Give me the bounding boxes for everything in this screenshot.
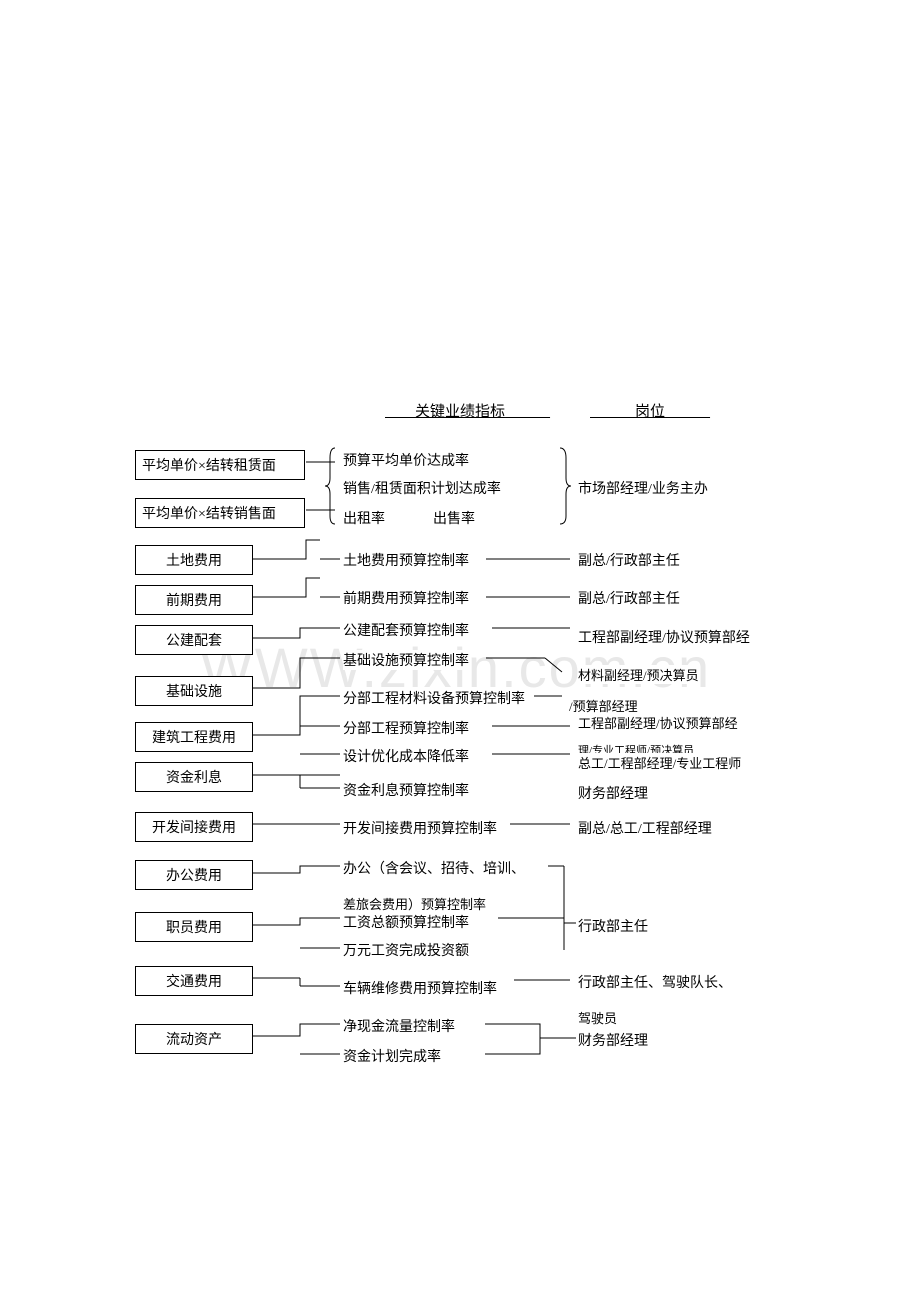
kpi-interest: 资金利息预算控制率 xyxy=(343,780,469,800)
kpi-land: 土地费用预算控制率 xyxy=(343,550,469,570)
box-indirect: 开发间接费用 xyxy=(135,812,253,842)
role-public: 工程部副经理/协议预算部经 xyxy=(578,627,750,647)
box-infra: 基础设施 xyxy=(135,676,253,706)
kpi-infra: 基础设施预算控制率 xyxy=(343,650,469,670)
kpi-office-b: 差旅会费用）预算控制率 xyxy=(343,894,486,913)
role-traffic: 行政部主任、驾驶队长、 xyxy=(578,972,732,992)
kpi-pre: 前期费用预算控制率 xyxy=(343,588,469,608)
box-construction: 建筑工程费用 xyxy=(135,722,253,752)
kpi-sub-eng: 分部工程预算控制率 xyxy=(343,718,469,738)
kpi-avg-price: 预算平均单价达成率 xyxy=(343,450,469,470)
kpi-design-opt: 设计优化成本降低率 xyxy=(343,746,469,766)
kpi-material: 分部工程材料设备预算控制率 xyxy=(343,688,525,708)
box-avg-rent: 平均单价×结转租赁面 xyxy=(135,450,305,480)
role-material: 材料副经理/预决算员 xyxy=(578,665,699,684)
box-interest: 资金利息 xyxy=(135,762,253,792)
role-interest: 财务部经理 xyxy=(578,783,648,803)
kpi-area-plan: 销售/租赁面积计划达成率 xyxy=(343,478,501,498)
box-avg-sale: 平均单价×结转销售面 xyxy=(135,498,305,528)
kpi-vehicle: 车辆维修费用预算控制率 xyxy=(343,978,497,998)
kpi-rent-rate: 出租率 xyxy=(343,508,385,528)
kpi-salary: 工资总额预算控制率 xyxy=(343,912,469,932)
kpi-salary-inv: 万元工资完成投资额 xyxy=(343,940,469,960)
box-staff: 职员费用 xyxy=(135,912,253,942)
role-design: 总工/工程部经理/专业工程师 xyxy=(578,753,741,772)
box-office: 办公费用 xyxy=(135,860,253,890)
box-land: 土地费用 xyxy=(135,545,253,575)
role-market: 市场部经理/业务主办 xyxy=(578,478,708,498)
kpi-sale-rate: 出售率 xyxy=(433,508,475,528)
kpi-public: 公建配套预算控制率 xyxy=(343,620,469,640)
box-public: 公建配套 xyxy=(135,625,253,655)
role-admin: 行政部主任 xyxy=(578,916,648,936)
role-traffic2: 驾驶员 xyxy=(578,1008,617,1027)
role-pre: 副总/行政部主任 xyxy=(578,588,680,608)
box-traffic: 交通费用 xyxy=(135,966,253,996)
role-finance: 财务部经理 xyxy=(578,1030,648,1050)
kpi-fundplan: 资金计划完成率 xyxy=(343,1046,441,1066)
kpi-cashflow: 净现金流量控制率 xyxy=(343,1016,455,1036)
box-pre: 前期费用 xyxy=(135,585,253,615)
box-liquid: 流动资产 xyxy=(135,1024,253,1054)
role-land: 副总/行政部主任 xyxy=(578,550,680,570)
kpi-indirect: 开发间接费用预算控制率 xyxy=(343,818,497,838)
role-sub-eng: 工程部副经理/协议预算部经 xyxy=(578,713,738,732)
kpi-office-a: 办公（含会议、招待、培训、 xyxy=(343,858,525,878)
role-indirect: 副总/总工/工程部经理 xyxy=(578,818,712,838)
